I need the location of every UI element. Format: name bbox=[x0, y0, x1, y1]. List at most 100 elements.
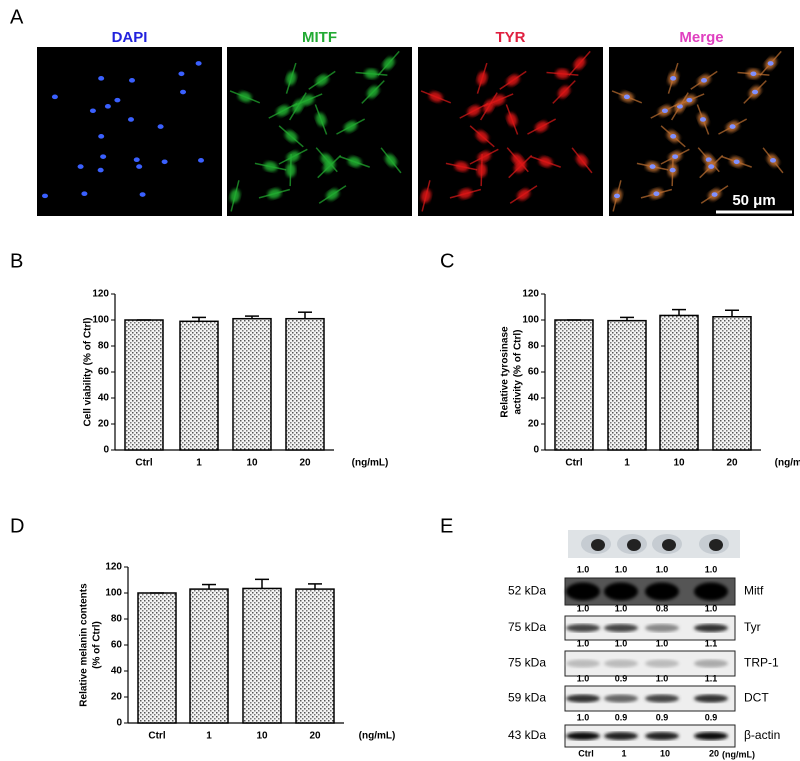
cell-body bbox=[454, 161, 469, 172]
cell-body bbox=[476, 71, 488, 86]
nucleus bbox=[161, 159, 168, 165]
cell-body bbox=[557, 85, 571, 99]
nucleus bbox=[89, 108, 96, 114]
band-ratio: 1.0 bbox=[656, 564, 669, 574]
lane-unit: (ng/mL) bbox=[722, 749, 755, 759]
pellet bbox=[627, 539, 641, 551]
cell-body bbox=[517, 188, 531, 201]
nucleus bbox=[195, 61, 202, 66]
y-tick-label: 20 bbox=[98, 419, 110, 430]
band bbox=[645, 694, 679, 703]
nucleus bbox=[81, 191, 88, 196]
nucleus bbox=[669, 167, 676, 173]
cell-body bbox=[514, 160, 527, 173]
y-tick-label: 60 bbox=[528, 367, 540, 378]
band bbox=[604, 582, 638, 601]
error-bar bbox=[298, 311, 312, 319]
band bbox=[604, 732, 638, 740]
pellet bbox=[709, 539, 723, 551]
cell-body bbox=[491, 94, 506, 106]
cell-body bbox=[476, 163, 487, 178]
bar bbox=[659, 314, 699, 451]
error-bar bbox=[202, 583, 216, 590]
band-ratio: 1.0 bbox=[705, 603, 718, 613]
nucleus bbox=[670, 76, 677, 81]
nucleus bbox=[98, 134, 105, 139]
cell-body bbox=[535, 121, 549, 133]
band bbox=[694, 659, 728, 668]
nucleus bbox=[114, 97, 121, 103]
scale-label: 50 μm bbox=[732, 192, 775, 209]
band bbox=[694, 582, 728, 601]
cell-body bbox=[364, 68, 379, 79]
y-axis-label: Cell viability (% of Ctrl) bbox=[83, 318, 94, 427]
lane-label: 1 bbox=[621, 748, 626, 758]
micrograph bbox=[37, 47, 222, 216]
cell-body bbox=[267, 188, 282, 199]
lane-label: 10 bbox=[660, 748, 670, 758]
panel-label: C bbox=[440, 250, 454, 272]
band bbox=[645, 582, 679, 601]
x-tick-label: 10 bbox=[673, 458, 685, 469]
y-tick-label: 120 bbox=[92, 289, 109, 300]
channel-label: Merge bbox=[679, 29, 723, 46]
cell-body bbox=[458, 188, 473, 199]
x-tick-label: Ctrl bbox=[148, 731, 165, 742]
y-tick-label: 40 bbox=[98, 393, 110, 404]
nucleus bbox=[178, 71, 185, 77]
pellet bbox=[662, 539, 676, 551]
band bbox=[604, 624, 638, 632]
protein-name: TRP-1 bbox=[744, 656, 779, 670]
y-tick-label: 20 bbox=[528, 419, 540, 430]
bar bbox=[179, 320, 219, 451]
band-ratio: 1.0 bbox=[577, 712, 590, 722]
x-tick-label: 20 bbox=[726, 458, 738, 469]
nucleus bbox=[133, 157, 140, 163]
nucleus bbox=[670, 134, 677, 139]
micrograph bbox=[227, 47, 412, 216]
nucleus bbox=[750, 71, 757, 77]
y-tick-label: 100 bbox=[92, 315, 109, 326]
y-tick-label: 60 bbox=[111, 640, 123, 651]
micrograph bbox=[418, 47, 603, 216]
x-tick-label: 1 bbox=[624, 458, 630, 469]
cell-body bbox=[323, 160, 336, 173]
lane-label: Ctrl bbox=[578, 748, 594, 758]
band bbox=[645, 659, 679, 668]
protein-name: DCT bbox=[744, 691, 769, 705]
y-tick-label: 0 bbox=[103, 445, 109, 456]
y-tick-label: 80 bbox=[528, 341, 540, 352]
pellet bbox=[591, 539, 605, 551]
error-bar bbox=[245, 315, 259, 319]
cells bbox=[229, 50, 402, 212]
nucleus bbox=[614, 193, 621, 199]
y-tick-label: 40 bbox=[528, 393, 540, 404]
band bbox=[566, 624, 600, 632]
panel-label: A bbox=[10, 6, 24, 28]
y-tick-label: 20 bbox=[111, 692, 123, 703]
nucleus bbox=[686, 97, 693, 103]
molecular-weight: 75 kDa bbox=[508, 620, 546, 634]
y-axis-label: activity (% of Ctrl) bbox=[513, 329, 524, 414]
error-bar bbox=[255, 578, 269, 589]
molecular-weight: 52 kDa bbox=[508, 584, 546, 598]
protein-name: β-actin bbox=[744, 728, 780, 742]
cells bbox=[42, 61, 205, 199]
band bbox=[694, 694, 728, 703]
nucleus bbox=[708, 164, 715, 169]
band-ratio: 0.9 bbox=[656, 712, 669, 722]
x-tick-label: 1 bbox=[206, 731, 212, 742]
x-tick-label: 1 bbox=[196, 458, 202, 469]
band-ratio: 1.0 bbox=[577, 673, 590, 683]
cells bbox=[611, 50, 784, 212]
cell-body bbox=[276, 105, 290, 117]
band-ratio: 1.0 bbox=[577, 564, 590, 574]
cell-body bbox=[506, 74, 520, 87]
y-tick-label: 60 bbox=[98, 367, 110, 378]
cell-body bbox=[284, 130, 298, 143]
band-ratio: 0.9 bbox=[705, 712, 718, 722]
x-tick-label: 10 bbox=[246, 458, 258, 469]
cell-body bbox=[286, 151, 300, 163]
band bbox=[645, 624, 679, 632]
